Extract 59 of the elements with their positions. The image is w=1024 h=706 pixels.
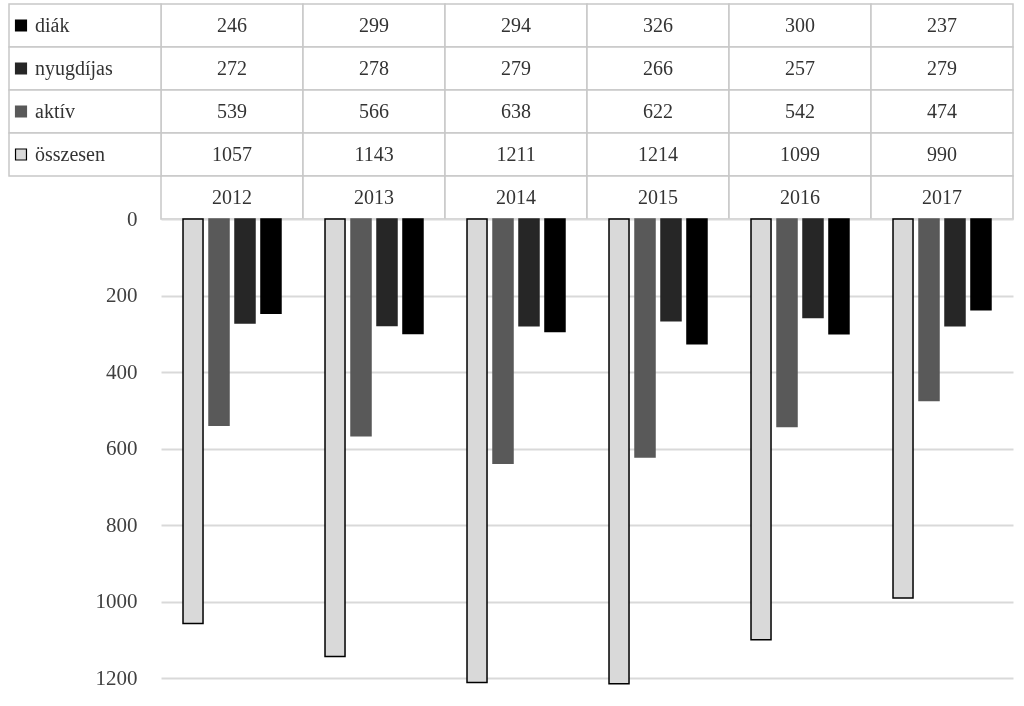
data-label: 474 [927, 99, 957, 122]
x-tick-label: 2016 [780, 185, 820, 208]
data-label: 622 [643, 99, 673, 122]
bar [492, 218, 514, 464]
legend-label: diák [35, 13, 70, 36]
bar [970, 218, 992, 311]
bar [686, 218, 708, 345]
data-label: 990 [927, 142, 957, 165]
bar [776, 218, 798, 428]
data-label: 272 [217, 56, 247, 79]
data-label: 1143 [354, 142, 394, 165]
data-label: 1099 [780, 142, 820, 165]
y-tick-label: 800 [106, 512, 138, 537]
data-label: 266 [643, 56, 673, 79]
data-label: 299 [359, 13, 389, 36]
bar [376, 218, 398, 327]
x-tick-label: 2012 [212, 185, 252, 208]
y-tick-label: 400 [106, 359, 138, 384]
data-label: 257 [785, 56, 815, 79]
data-label: 237 [927, 13, 957, 36]
legend-label: összesen [35, 142, 105, 165]
data-label: 539 [217, 99, 247, 122]
y-tick-label: 1200 [95, 665, 138, 690]
bar [234, 218, 256, 324]
data-label: 638 [501, 99, 531, 122]
y-tick-label: 600 [106, 436, 138, 461]
bar [802, 218, 824, 319]
data-label: 246 [217, 13, 247, 36]
bar [944, 218, 966, 327]
data-label: 278 [359, 56, 389, 79]
y-tick-label: 1000 [95, 589, 138, 614]
bar [350, 218, 372, 437]
data-label: 326 [643, 13, 673, 36]
x-tick-label: 2013 [354, 185, 394, 208]
x-tick-label: 2015 [638, 185, 678, 208]
y-tick-label: 0 [127, 206, 138, 231]
y-tick-label: 200 [106, 283, 138, 308]
data-label: 279 [501, 56, 531, 79]
legend-label: aktív [35, 99, 75, 122]
data-label: 542 [785, 99, 815, 122]
data-label: 300 [785, 13, 815, 36]
bar [918, 218, 940, 402]
data-label: 566 [359, 99, 389, 122]
data-label: 1211 [496, 142, 536, 165]
bar [634, 218, 656, 458]
legend-label: nyugdíjas [35, 56, 113, 80]
x-tick-label: 2017 [922, 185, 962, 208]
bar [544, 218, 566, 333]
bar [260, 218, 282, 314]
data-label: 1057 [212, 142, 252, 165]
data-label: 279 [927, 56, 957, 79]
bar [660, 218, 682, 322]
bar [208, 218, 230, 427]
data-label: 1214 [638, 142, 678, 165]
x-tick-label: 2014 [496, 185, 536, 208]
bar [402, 218, 424, 335]
data-label: 294 [501, 13, 531, 36]
bar [828, 218, 850, 335]
bar [518, 218, 540, 327]
